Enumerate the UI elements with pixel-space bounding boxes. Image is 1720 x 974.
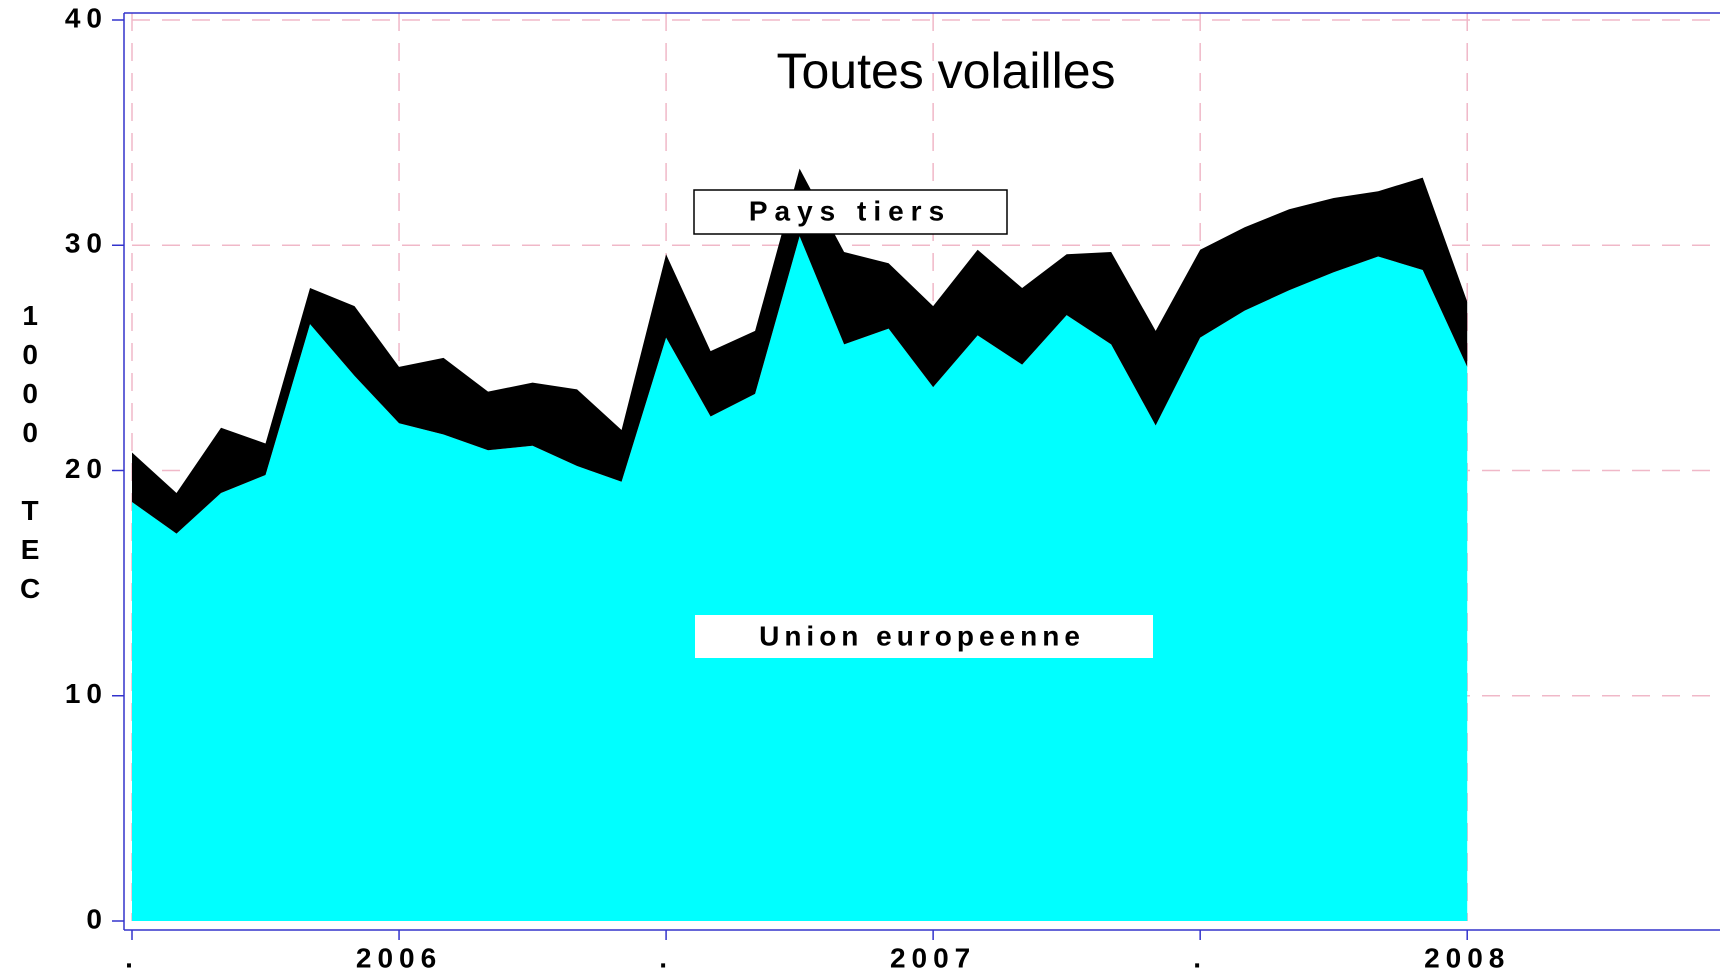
area xyxy=(132,236,1468,922)
x-tick-label: . xyxy=(1193,942,1207,973)
chart-title: Toutes volailles xyxy=(776,43,1115,99)
x-tick-label: 2008 xyxy=(1424,942,1510,973)
y-tick-label: 0 xyxy=(86,903,108,934)
area xyxy=(132,168,1468,534)
y-tick-label: 40 xyxy=(65,2,108,33)
legend-box xyxy=(693,189,1008,235)
legend-label: Pays tiers xyxy=(749,195,951,226)
areas xyxy=(132,168,1468,922)
legend-label: Union europeenne xyxy=(759,620,1085,651)
x-tick-label: 2006 xyxy=(356,942,442,973)
y-axis-label: 1000 TEC xyxy=(15,300,46,612)
x-tick-label: . xyxy=(659,942,673,973)
legend-box xyxy=(695,615,1153,658)
x-tick-label: . xyxy=(125,942,139,973)
ticks: 0 10 20 30 40. 2006. 2007. 2008 xyxy=(65,2,1510,973)
y-tick-label: 10 xyxy=(65,678,108,709)
y-tick-label: 20 xyxy=(65,453,108,484)
x-tick-label: 2007 xyxy=(890,942,976,973)
y-tick-label: 30 xyxy=(65,228,108,259)
